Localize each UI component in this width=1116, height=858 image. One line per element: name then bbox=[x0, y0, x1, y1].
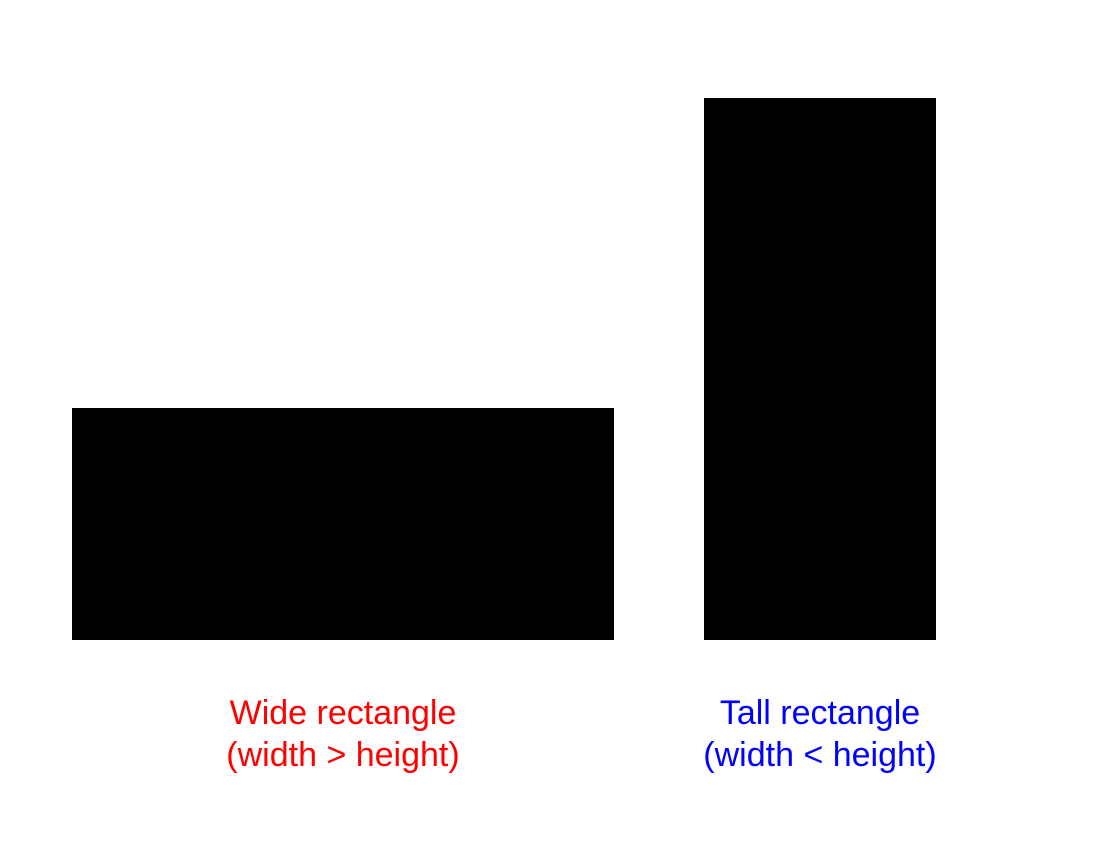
tall-rectangle-caption: Tall rectangle (width < height) bbox=[620, 692, 1020, 776]
wide-rectangle-caption: Wide rectangle (width > height) bbox=[143, 692, 543, 776]
wide-rectangle-caption-line1: Wide rectangle bbox=[229, 694, 457, 732]
tall-rectangle bbox=[704, 98, 936, 640]
tall-rectangle-caption-line2: (width < height) bbox=[703, 736, 937, 774]
wide-rectangle bbox=[72, 408, 614, 640]
wide-rectangle-caption-line2: (width > height) bbox=[226, 736, 460, 774]
tall-rectangle-caption-line1: Tall rectangle bbox=[719, 694, 921, 732]
